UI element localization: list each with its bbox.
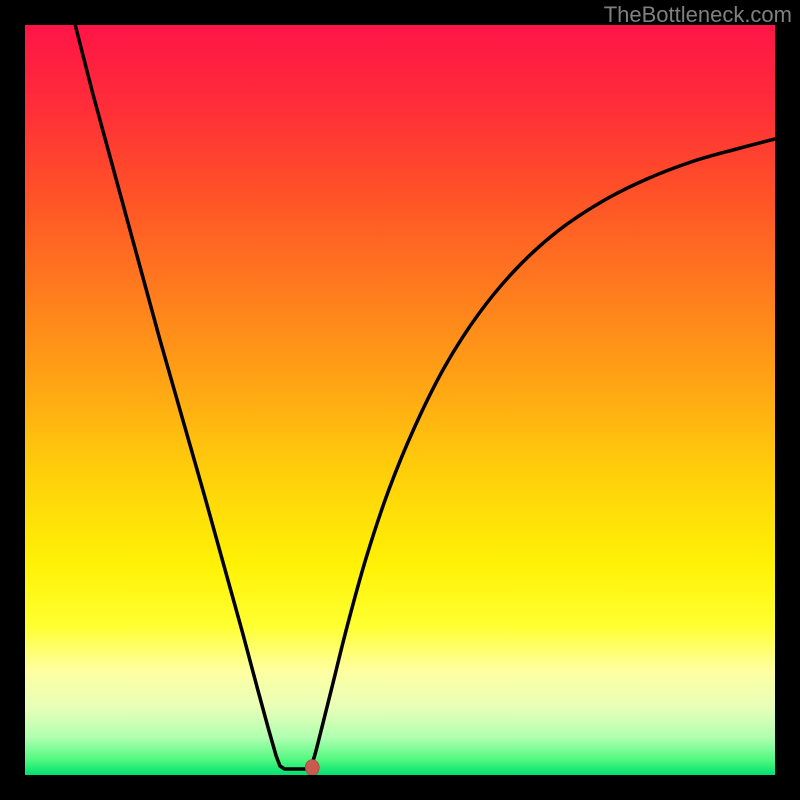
minimum-marker [305,760,319,776]
chart-svg [25,25,775,775]
chart-container: TheBottleneck.com [0,0,800,800]
watermark-text: TheBottleneck.com [604,2,792,28]
plot-area [25,25,775,775]
gradient-background [25,25,775,775]
